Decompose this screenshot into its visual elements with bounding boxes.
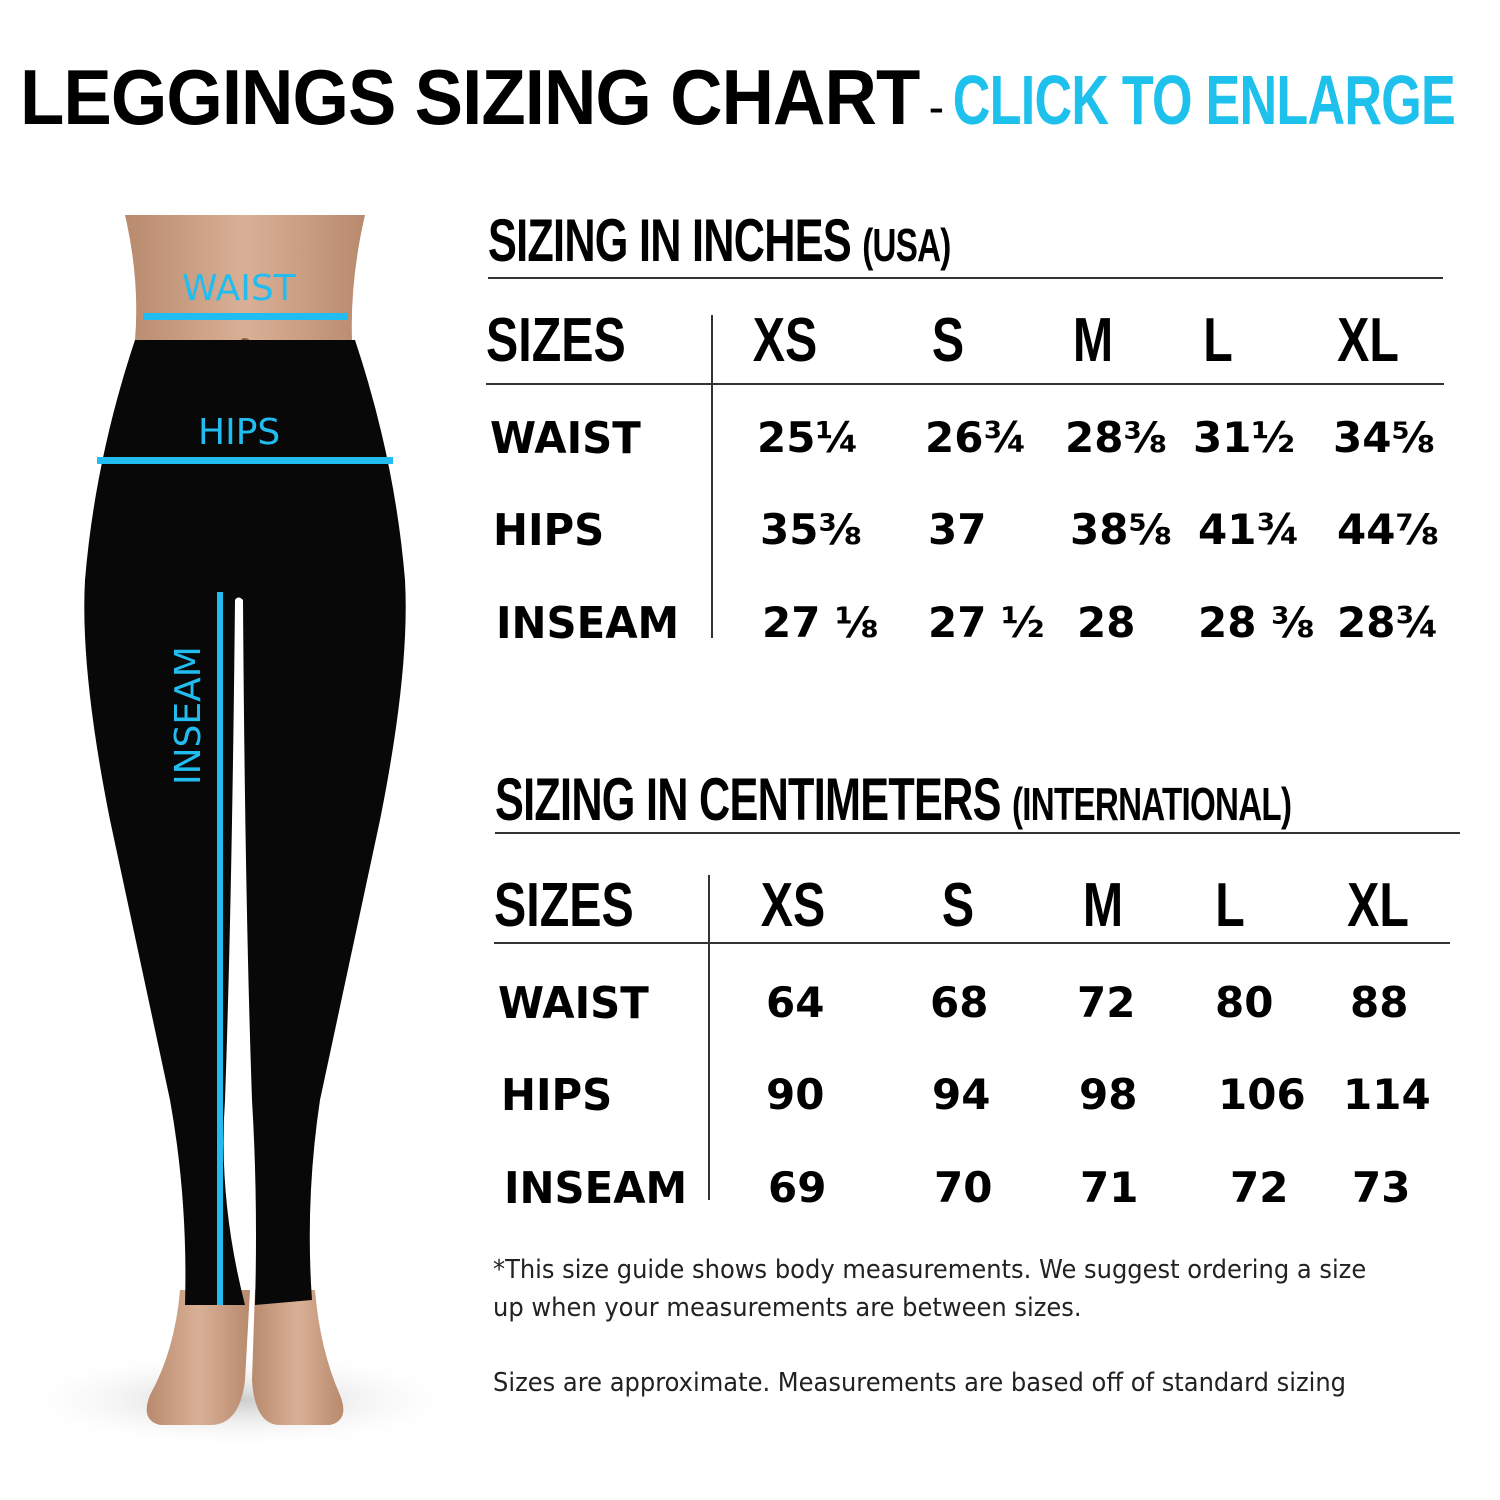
torso [125, 215, 365, 340]
row-label-hips: HIPS [501, 1070, 613, 1121]
size-header-l: L [1215, 871, 1245, 940]
table-cell: 70 [934, 1163, 993, 1212]
row-label-hips: HIPS [493, 505, 605, 556]
note-approximate: Sizes are approximate. Measurements are … [493, 1368, 1347, 1398]
table-cell: 80 [1215, 978, 1274, 1027]
table-cell: 26¾ [925, 413, 1027, 462]
table-cell: 94 [932, 1070, 991, 1119]
note-body-measurements: *This size guide shows body measurements… [493, 1251, 1366, 1327]
table-cell: 114 [1343, 1070, 1431, 1119]
row-label-inseam: INSEAM [504, 1163, 688, 1214]
size-header-m: M [1082, 871, 1124, 940]
table-cell: 37 [928, 505, 987, 554]
column-divider [711, 315, 713, 638]
table-cell: 28 ⅜ [1198, 598, 1315, 647]
size-header-xl: XL [1347, 871, 1409, 940]
cm-subtitle: (INTERNATIONAL) [1011, 778, 1292, 830]
table-cell: 90 [766, 1070, 825, 1119]
table-cell: 34⅝ [1333, 413, 1435, 462]
table-cell: 31½ [1193, 413, 1295, 462]
header-divider [494, 942, 1450, 944]
table-cell: 98 [1079, 1070, 1138, 1119]
header-divider [486, 383, 1444, 385]
title-separator: - [928, 79, 944, 135]
size-header-xs: XS [752, 306, 818, 375]
table-cell: 41¾ [1198, 505, 1300, 554]
inches-section-title: SIZING IN INCHES (USA) [488, 206, 951, 275]
table-cell: 27 ½ [928, 598, 1045, 647]
leggings [84, 340, 406, 1305]
sizes-header: SIZES [486, 306, 626, 375]
table-cell: 73 [1352, 1163, 1411, 1212]
size-header-m: M [1072, 306, 1114, 375]
inseam-measure-line [217, 592, 223, 1305]
table-cell: 28⅜ [1065, 413, 1167, 462]
divider [495, 832, 1460, 834]
waist-measure-line [143, 313, 348, 320]
note-line: up when your measurements are between si… [493, 1293, 1082, 1323]
inches-subtitle: (USA) [862, 219, 951, 271]
table-cell: 72 [1230, 1163, 1289, 1212]
table-cell: 106 [1218, 1070, 1306, 1119]
row-label-waist: WAIST [498, 978, 649, 1029]
inseam-label: INSEAM [168, 646, 209, 785]
table-cell: 69 [768, 1163, 827, 1212]
note-line: *This size guide shows body measurements… [493, 1255, 1367, 1285]
table-cell: 35⅜ [760, 505, 862, 554]
table-cell: 38⅝ [1070, 505, 1172, 554]
column-divider [708, 875, 710, 1200]
hips-measure-line [97, 457, 393, 464]
size-header-s: S [931, 306, 965, 375]
table-cell: 44⅞ [1337, 505, 1439, 554]
leggings-model-figure [10, 215, 470, 1450]
table-cell: 28¾ [1337, 598, 1439, 647]
click-to-enlarge-link[interactable]: CLICK TO ENLARGE [952, 61, 1455, 139]
row-label-waist: WAIST [490, 413, 641, 464]
size-header-l: L [1203, 306, 1233, 375]
divider [488, 277, 1443, 279]
size-header-xl: XL [1337, 306, 1399, 375]
sizes-header: SIZES [494, 871, 634, 940]
table-cell: 68 [930, 978, 989, 1027]
inches-title: SIZING IN INCHES [488, 207, 852, 274]
table-cell: 27 ⅛ [762, 598, 879, 647]
cm-section-title: SIZING IN CENTIMETERS (INTERNATIONAL) [495, 765, 1292, 834]
table-cell: 71 [1080, 1163, 1139, 1212]
waist-label: WAIST [182, 268, 296, 309]
hips-label: HIPS [198, 412, 281, 453]
table-cell: 28 [1077, 598, 1136, 647]
page-title: LEGGINGS SIZING CHART - CLICK TO ENLARGE [20, 52, 1500, 143]
table-cell: 25¼ [757, 413, 859, 462]
foot-right [252, 1290, 344, 1425]
table-cell: 72 [1077, 978, 1136, 1027]
foot-left [146, 1290, 250, 1425]
size-header-s: S [941, 871, 975, 940]
size-header-xs: XS [760, 871, 826, 940]
title-text: LEGGINGS SIZING CHART [20, 53, 920, 141]
cm-title: SIZING IN CENTIMETERS [495, 766, 1001, 833]
row-label-inseam: INSEAM [496, 598, 680, 649]
table-cell: 64 [766, 978, 825, 1027]
table-cell: 88 [1350, 978, 1409, 1027]
